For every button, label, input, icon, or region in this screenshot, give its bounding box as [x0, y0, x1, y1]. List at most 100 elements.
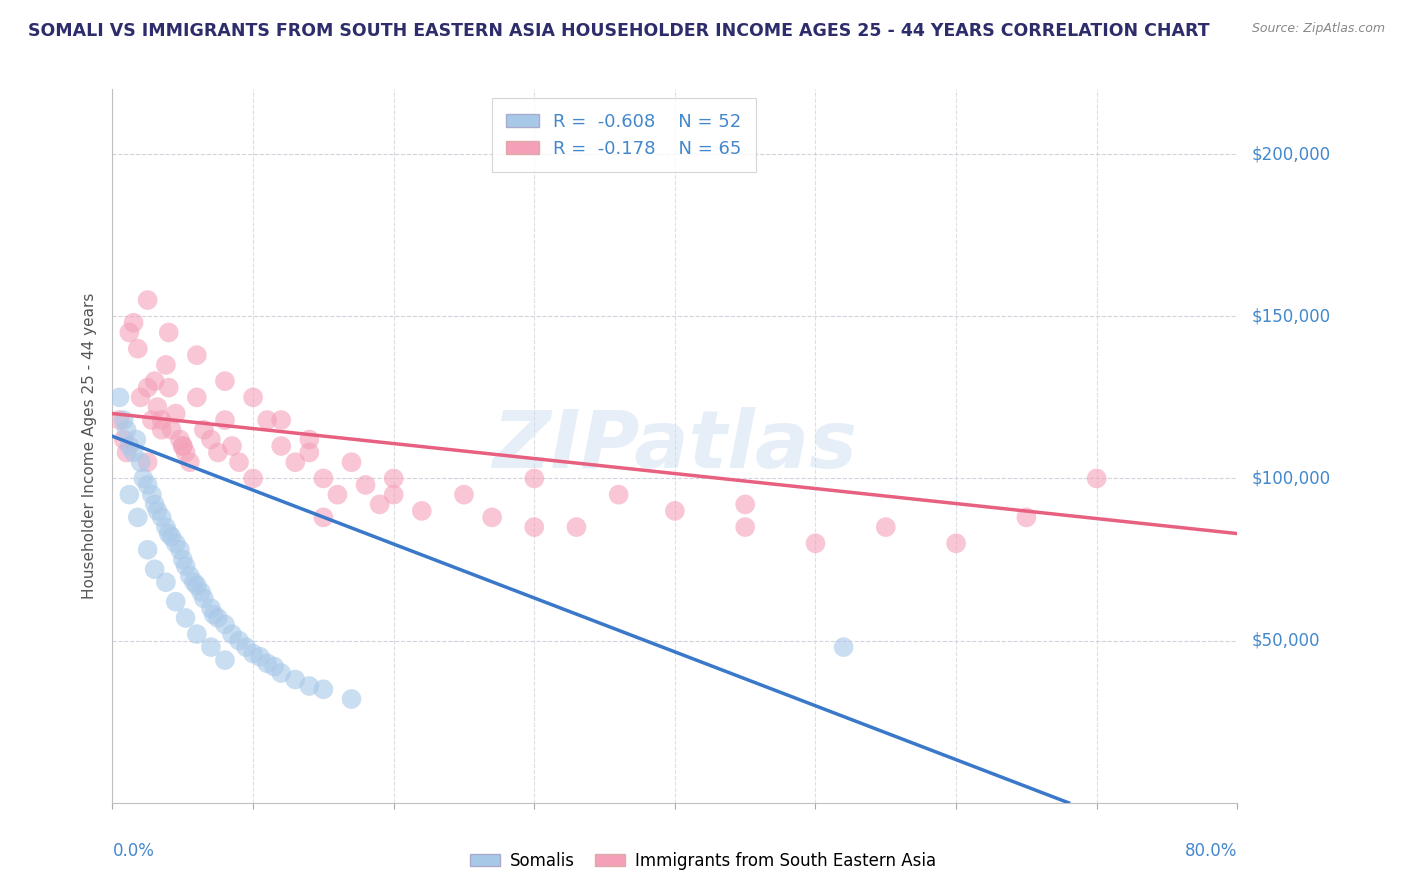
Point — [127, 510, 149, 524]
Point — [298, 679, 321, 693]
Point — [186, 390, 208, 404]
Point — [160, 423, 183, 437]
Point — [312, 682, 335, 697]
Point — [179, 455, 201, 469]
Point — [179, 568, 201, 582]
Point — [312, 510, 335, 524]
Point — [382, 488, 405, 502]
Text: $50,000: $50,000 — [1251, 632, 1320, 649]
Text: $100,000: $100,000 — [1251, 469, 1330, 487]
Point — [249, 649, 271, 664]
Point — [165, 407, 187, 421]
Point — [141, 488, 163, 502]
Point — [157, 526, 180, 541]
Point — [298, 433, 321, 447]
Point — [174, 559, 197, 574]
Point — [129, 455, 152, 469]
Point — [607, 488, 630, 502]
Point — [118, 439, 141, 453]
Point — [242, 647, 264, 661]
Point — [122, 445, 145, 459]
Point — [157, 326, 180, 340]
Point — [664, 504, 686, 518]
Point — [127, 342, 149, 356]
Point — [411, 504, 433, 518]
Point — [186, 578, 208, 592]
Point — [141, 413, 163, 427]
Point — [256, 657, 278, 671]
Point — [1085, 471, 1108, 485]
Point — [115, 445, 138, 459]
Point — [112, 433, 135, 447]
Point — [155, 520, 177, 534]
Point — [155, 575, 177, 590]
Point — [221, 627, 243, 641]
Point — [523, 520, 546, 534]
Point — [146, 504, 169, 518]
Point — [118, 488, 141, 502]
Point — [136, 293, 159, 307]
Point — [118, 326, 141, 340]
Text: Source: ZipAtlas.com: Source: ZipAtlas.com — [1251, 22, 1385, 36]
Point — [228, 633, 250, 648]
Point — [354, 478, 377, 492]
Point — [565, 520, 588, 534]
Point — [214, 374, 236, 388]
Point — [169, 433, 191, 447]
Point — [270, 439, 292, 453]
Point — [523, 471, 546, 485]
Point — [242, 390, 264, 404]
Point — [132, 471, 155, 485]
Point — [115, 423, 138, 437]
Point — [945, 536, 967, 550]
Point — [136, 478, 159, 492]
Point — [200, 433, 222, 447]
Point — [165, 536, 187, 550]
Point — [136, 542, 159, 557]
Point — [202, 607, 225, 622]
Point — [242, 471, 264, 485]
Point — [214, 653, 236, 667]
Text: 0.0%: 0.0% — [112, 842, 155, 860]
Point — [340, 455, 363, 469]
Point — [136, 381, 159, 395]
Text: $200,000: $200,000 — [1251, 145, 1330, 163]
Point — [150, 510, 173, 524]
Point — [174, 611, 197, 625]
Point — [1015, 510, 1038, 524]
Point — [125, 433, 148, 447]
Point — [150, 413, 173, 427]
Point — [193, 591, 215, 606]
Point — [160, 530, 183, 544]
Point — [207, 611, 229, 625]
Point — [207, 445, 229, 459]
Point — [263, 659, 285, 673]
Point — [734, 497, 756, 511]
Point — [214, 413, 236, 427]
Point — [172, 439, 194, 453]
Point — [284, 455, 307, 469]
Point — [804, 536, 827, 550]
Point — [112, 413, 135, 427]
Point — [326, 488, 349, 502]
Legend: R =  -0.608    N = 52, R =  -0.178    N = 65: R = -0.608 N = 52, R = -0.178 N = 65 — [492, 98, 756, 172]
Point — [214, 617, 236, 632]
Point — [368, 497, 391, 511]
Point — [734, 520, 756, 534]
Point — [129, 390, 152, 404]
Text: 80.0%: 80.0% — [1185, 842, 1237, 860]
Legend: Somalis, Immigrants from South Eastern Asia: Somalis, Immigrants from South Eastern A… — [463, 846, 943, 877]
Point — [146, 400, 169, 414]
Text: SOMALI VS IMMIGRANTS FROM SOUTH EASTERN ASIA HOUSEHOLDER INCOME AGES 25 - 44 YEA: SOMALI VS IMMIGRANTS FROM SOUTH EASTERN … — [28, 22, 1209, 40]
Point — [382, 471, 405, 485]
Y-axis label: Householder Income Ages 25 - 44 years: Householder Income Ages 25 - 44 years — [82, 293, 97, 599]
Point — [150, 423, 173, 437]
Point — [186, 348, 208, 362]
Text: $150,000: $150,000 — [1251, 307, 1330, 326]
Point — [143, 562, 166, 576]
Point — [481, 510, 503, 524]
Point — [157, 381, 180, 395]
Point — [193, 423, 215, 437]
Point — [228, 455, 250, 469]
Point — [122, 316, 145, 330]
